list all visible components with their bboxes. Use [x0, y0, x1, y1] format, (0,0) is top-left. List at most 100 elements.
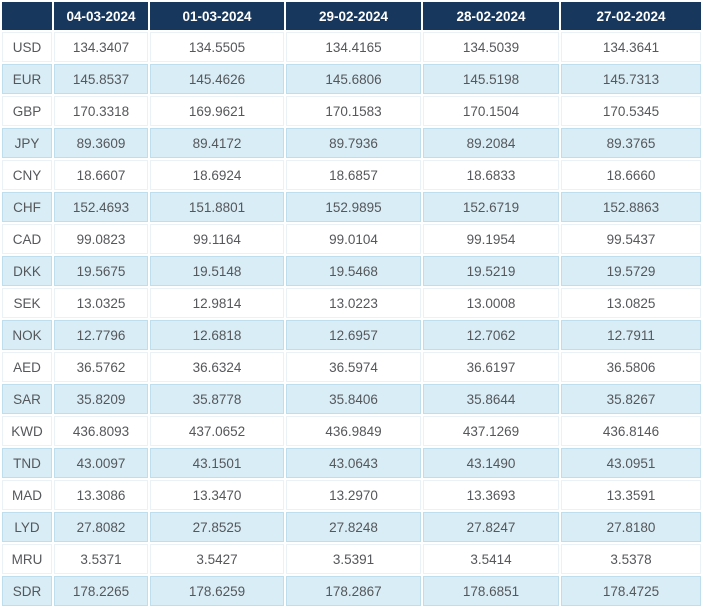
currency-code-cell: CNY: [2, 160, 52, 190]
rate-cell: 19.5675: [54, 256, 148, 286]
rate-cell: 89.7936: [286, 128, 421, 158]
rate-cell: 19.5729: [561, 256, 701, 286]
currency-code-cell: NOK: [2, 320, 52, 350]
rate-cell: 13.3470: [150, 480, 284, 510]
table-row: USD 134.3407 134.5505 134.4165 134.5039 134.3…: [2, 32, 701, 62]
rate-cell: 12.7796: [54, 320, 148, 350]
rate-cell: 145.8537: [54, 64, 148, 94]
rate-cell: 35.8778: [150, 384, 284, 414]
rate-cell: 27.8525: [150, 512, 284, 542]
table-row: SAR 35.8209 35.8778 35.8406 35.8644 35.8267: [2, 384, 701, 414]
rate-cell: 178.6851: [423, 576, 559, 606]
rate-cell: 36.5806: [561, 352, 701, 382]
currency-code-cell: AED: [2, 352, 52, 382]
rate-cell: 3.5414: [423, 544, 559, 574]
rate-cell: 3.5371: [54, 544, 148, 574]
rate-cell: 170.5345: [561, 96, 701, 126]
currency-code-cell: JPY: [2, 128, 52, 158]
currency-code-cell: TND: [2, 448, 52, 478]
rate-cell: 99.5437: [561, 224, 701, 254]
rate-cell: 13.0223: [286, 288, 421, 318]
rate-cell: 13.0325: [54, 288, 148, 318]
rate-cell: 145.7313: [561, 64, 701, 94]
rate-cell: 170.1504: [423, 96, 559, 126]
rate-cell: 169.9621: [150, 96, 284, 126]
rate-cell: 89.3609: [54, 128, 148, 158]
rate-cell: 152.8863: [561, 192, 701, 222]
rate-cell: 178.2265: [54, 576, 148, 606]
table-row: AED 36.5762 36.6324 36.5974 36.6197 36.5806: [2, 352, 701, 382]
rate-cell: 27.8247: [423, 512, 559, 542]
rate-cell: 3.5427: [150, 544, 284, 574]
rate-cell: 43.0097: [54, 448, 148, 478]
rate-cell: 134.5039: [423, 32, 559, 62]
rate-cell: 43.0643: [286, 448, 421, 478]
rate-cell: 35.8267: [561, 384, 701, 414]
corner-header-cell: [2, 2, 52, 30]
table-row: DKK 19.5675 19.5148 19.5468 19.5219 19.5729: [2, 256, 701, 286]
currency-code-cell: EUR: [2, 64, 52, 94]
rate-cell: 89.3765: [561, 128, 701, 158]
rate-cell: 436.8093: [54, 416, 148, 446]
rate-cell: 89.4172: [150, 128, 284, 158]
rate-cell: 170.3318: [54, 96, 148, 126]
table-row: JPY 89.3609 89.4172 89.7936 89.2084 89.3765: [2, 128, 701, 158]
rate-cell: 12.9814: [150, 288, 284, 318]
date-column-header: 27-02-2024: [561, 2, 701, 30]
rate-cell: 18.6924: [150, 160, 284, 190]
rate-cell: 178.2867: [286, 576, 421, 606]
table-row: MAD 13.3086 13.3470 13.2970 13.3693 13.3591: [2, 480, 701, 510]
rate-cell: 152.9895: [286, 192, 421, 222]
rate-cell: 43.0951: [561, 448, 701, 478]
rate-cell: 18.6660: [561, 160, 701, 190]
currency-code-cell: MAD: [2, 480, 52, 510]
rate-cell: 134.3407: [54, 32, 148, 62]
rate-cell: 43.1501: [150, 448, 284, 478]
rate-cell: 18.6607: [54, 160, 148, 190]
rate-cell: 12.7062: [423, 320, 559, 350]
rate-cell: 134.4165: [286, 32, 421, 62]
rate-cell: 437.1269: [423, 416, 559, 446]
rate-cell: 36.5762: [54, 352, 148, 382]
table-row: SDR 178.2265 178.6259 178.2867 178.6851 178.4…: [2, 576, 701, 606]
rate-cell: 436.8146: [561, 416, 701, 446]
rate-cell: 12.7911: [561, 320, 701, 350]
rate-cell: 13.3591: [561, 480, 701, 510]
rate-cell: 99.1164: [150, 224, 284, 254]
currency-code-cell: SDR: [2, 576, 52, 606]
rate-cell: 43.1490: [423, 448, 559, 478]
rate-cell: 19.5219: [423, 256, 559, 286]
rate-cell: 145.5198: [423, 64, 559, 94]
currency-code-cell: CAD: [2, 224, 52, 254]
rate-cell: 27.8180: [561, 512, 701, 542]
rate-cell: 27.8082: [54, 512, 148, 542]
rate-cell: 437.0652: [150, 416, 284, 446]
rate-cell: 89.2084: [423, 128, 559, 158]
currency-code-cell: DKK: [2, 256, 52, 286]
rate-cell: 3.5391: [286, 544, 421, 574]
date-column-header: 28-02-2024: [423, 2, 559, 30]
rate-cell: 13.3086: [54, 480, 148, 510]
date-column-header: 29-02-2024: [286, 2, 421, 30]
rate-cell: 13.0008: [423, 288, 559, 318]
table-row: NOK 12.7796 12.6818 12.6957 12.7062 12.7911: [2, 320, 701, 350]
rate-cell: 99.0104: [286, 224, 421, 254]
table-row: CNY 18.6607 18.6924 18.6857 18.6833 18.6660: [2, 160, 701, 190]
rate-cell: 36.5974: [286, 352, 421, 382]
currency-code-cell: USD: [2, 32, 52, 62]
rate-cell: 27.8248: [286, 512, 421, 542]
currency-code-cell: SEK: [2, 288, 52, 318]
currency-code-cell: GBP: [2, 96, 52, 126]
rate-cell: 134.3641: [561, 32, 701, 62]
rate-cell: 152.4693: [54, 192, 148, 222]
rate-cell: 19.5148: [150, 256, 284, 286]
table-row: KWD 436.8093 437.0652 436.9849 437.1269 436.8…: [2, 416, 701, 446]
rate-cell: 35.8406: [286, 384, 421, 414]
rate-cell: 13.0825: [561, 288, 701, 318]
header-row: 04-03-2024 01-03-2024 29-02-2024 28-02-2024…: [2, 2, 701, 30]
rate-cell: 35.8644: [423, 384, 559, 414]
table-body: USD 134.3407 134.5505 134.4165 134.5039 134.3…: [2, 32, 701, 606]
table-row: CHF 152.4693 151.8801 152.9895 152.6719 152.8…: [2, 192, 701, 222]
currency-code-cell: SAR: [2, 384, 52, 414]
